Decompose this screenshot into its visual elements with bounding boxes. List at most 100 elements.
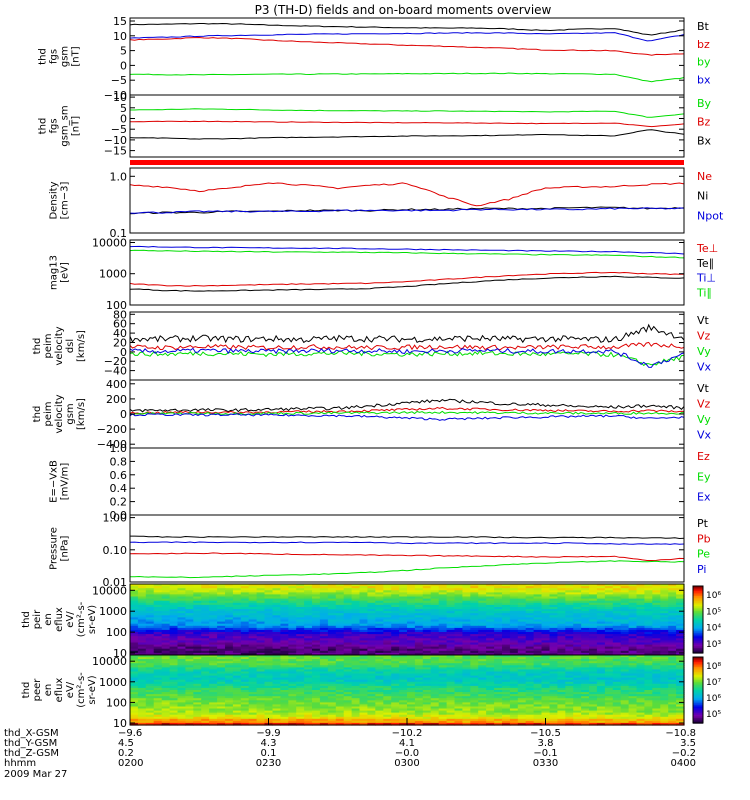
- y-axis-label: [nPa]: [60, 535, 71, 561]
- legend-Bt: Bt: [697, 20, 710, 33]
- y-axis-label: thd: [38, 118, 49, 135]
- legend-Pb: Pb: [697, 532, 711, 545]
- y-axis-label: dsl: [65, 339, 76, 353]
- spectrogram-peer_en_eflux: [130, 655, 685, 726]
- legend-Ni: Ni: [697, 190, 708, 203]
- y-tick-label: −200: [97, 423, 127, 436]
- x-axis-row-label: hhmm: [4, 758, 36, 769]
- x-axis-tick-value: −0.0: [395, 748, 419, 759]
- series-line-pressure-3: [129, 541, 685, 545]
- legend-Pt: Pt: [697, 517, 709, 530]
- y-tick-label: −5: [111, 74, 127, 87]
- x-axis-tick-value: −10.5: [530, 728, 561, 739]
- series-line-peim_velocity_dsl-0: [129, 323, 685, 344]
- legend-Pe: Pe: [697, 548, 710, 561]
- y-axis-label: gsm_sm: [60, 105, 71, 146]
- panel-density: 1.0 0.1 Density [cm−3] Ne Ni Npot: [49, 167, 724, 240]
- series-line-pressure-0: [130, 535, 685, 540]
- y-tick-label: 100: [106, 299, 127, 312]
- y-tick-label: 0.01: [103, 576, 128, 589]
- x-axis-row-label: thd_Z-GSM: [4, 748, 59, 759]
- figure-title: P3 (TH-D) fields and on-board moments ov…: [255, 3, 552, 17]
- legend-Ti⊥: Ti⊥: [696, 272, 716, 285]
- colorbar-tick: 10⁶: [706, 591, 721, 601]
- y-axis-label: [km/s]: [76, 398, 87, 430]
- spectrogram-peir_en_eflux: [130, 584, 685, 656]
- x-axis-row-label: thd_Y-GSM: [4, 738, 57, 749]
- y-tick-label: 10000: [92, 584, 127, 597]
- y-axis-label: thd: [32, 406, 43, 423]
- panel-efield: 1.00.80.60.40.20.0 E=−VxB [mV/m] Ez Ey Ex: [49, 442, 711, 522]
- y-axis-label: gsm: [60, 46, 71, 67]
- y-axis-label: eV/: [65, 681, 76, 698]
- series-line-peim_velocity_gsm-2: [129, 410, 685, 416]
- y-tick-label: 0: [120, 346, 127, 359]
- colorbar-tick: 10⁵: [706, 607, 721, 617]
- y-axis-label: eV/: [65, 611, 76, 628]
- y-axis-label: eflux: [54, 607, 65, 632]
- y-axis-label: (cm²-s-: [76, 601, 87, 637]
- y-axis-label: Pressure: [49, 527, 60, 570]
- y-axis-label: E=−VxB: [49, 460, 60, 503]
- x-axis-row-label: thd_X-GSM: [4, 728, 59, 739]
- y-tick-label: 0.1: [110, 227, 128, 240]
- panel-frame: [129, 94, 685, 158]
- y-tick-label: 80: [113, 308, 127, 321]
- y-tick-label: −40: [104, 365, 127, 378]
- y-axis-label: thd: [38, 48, 49, 65]
- y-axis-label: sr-eV): [87, 675, 98, 704]
- series-line-fgs_gsm_sm-0: [130, 108, 685, 118]
- legend-Te⊥: Te⊥: [696, 242, 718, 255]
- y-tick-label: 0.2: [110, 496, 128, 509]
- y-tick-label: 10000: [92, 655, 127, 668]
- series-line-fgs_gsm-0: [129, 22, 685, 36]
- legend-Ne: Ne: [697, 170, 712, 183]
- panel-frame: [129, 447, 685, 516]
- legend-by: by: [697, 56, 711, 69]
- series-line-fgs_gsm-3: [129, 31, 685, 42]
- series-line-peim_velocity_gsm-3: [129, 413, 685, 421]
- y-axis-label: [eV]: [60, 262, 71, 283]
- legend-Ex: Ex: [697, 491, 711, 504]
- panel-peer_en_eflux: 10⁸ 10⁷ 10⁶ 10⁵ 10000 1000 100 10 thd peer en eflux…: [21, 654, 721, 730]
- legend-Vz: Vz: [697, 398, 711, 411]
- legend-Pi: Pi: [697, 563, 706, 576]
- legend-Npot: Npot: [697, 209, 724, 222]
- series-line-peim_velocity_dsl-3: [129, 347, 685, 368]
- y-tick-label: −15: [104, 145, 127, 158]
- colorbar-tick: 10⁶: [706, 694, 721, 704]
- legend-bz: bz: [697, 38, 710, 51]
- x-axis-tick-value: 0.1: [261, 748, 277, 759]
- legend-Vt: Vt: [697, 382, 710, 395]
- y-tick-label: −20: [104, 355, 127, 368]
- series-line-fgs_gsm_sm-2: [129, 129, 685, 140]
- series-line-pressure-1: [129, 552, 685, 561]
- legend-Vx: Vx: [697, 429, 712, 442]
- y-axis-label: thd: [21, 611, 32, 628]
- x-axis-tick-value: 0330: [533, 758, 558, 769]
- x-axis-tick-value: −9.6: [118, 728, 142, 739]
- y-axis-label: [nT]: [71, 116, 82, 136]
- colorbar-tick: 10⁴: [706, 624, 721, 634]
- panel-peir_en_eflux: 10⁶ 10⁵ 10⁴ 10³ 10000 1000 100 10 thd peir en eflux…: [21, 583, 721, 660]
- x-axis-block: thd_X-GSM −9.6 −9.9 −10.2 −10.5 −10.8 thd_Y-GS…: [4, 718, 696, 780]
- y-tick-label: 1.0: [110, 170, 128, 183]
- series-line-peim_velocity_dsl-1: [129, 341, 685, 351]
- x-axis-tick-value: −9.9: [256, 728, 280, 739]
- legend-Vx: Vx: [697, 361, 712, 374]
- y-tick-label: 10: [113, 30, 127, 43]
- y-tick-label: 200: [106, 393, 127, 406]
- series-line-peim_velocity_gsm-1: [129, 406, 685, 415]
- y-axis-label: peir: [32, 609, 43, 629]
- panel-frame: [129, 239, 685, 306]
- series-line-temperature-1: [129, 275, 685, 292]
- y-axis-label: [nT]: [71, 46, 82, 66]
- y-tick-label: 1000: [99, 676, 127, 689]
- y-tick-label: −400: [97, 438, 127, 451]
- y-axis-label: velocity: [54, 326, 65, 365]
- y-axis-label: (cm²-s-: [76, 672, 87, 708]
- legend-Vy: Vy: [697, 413, 711, 426]
- y-tick-label: 400: [106, 378, 127, 391]
